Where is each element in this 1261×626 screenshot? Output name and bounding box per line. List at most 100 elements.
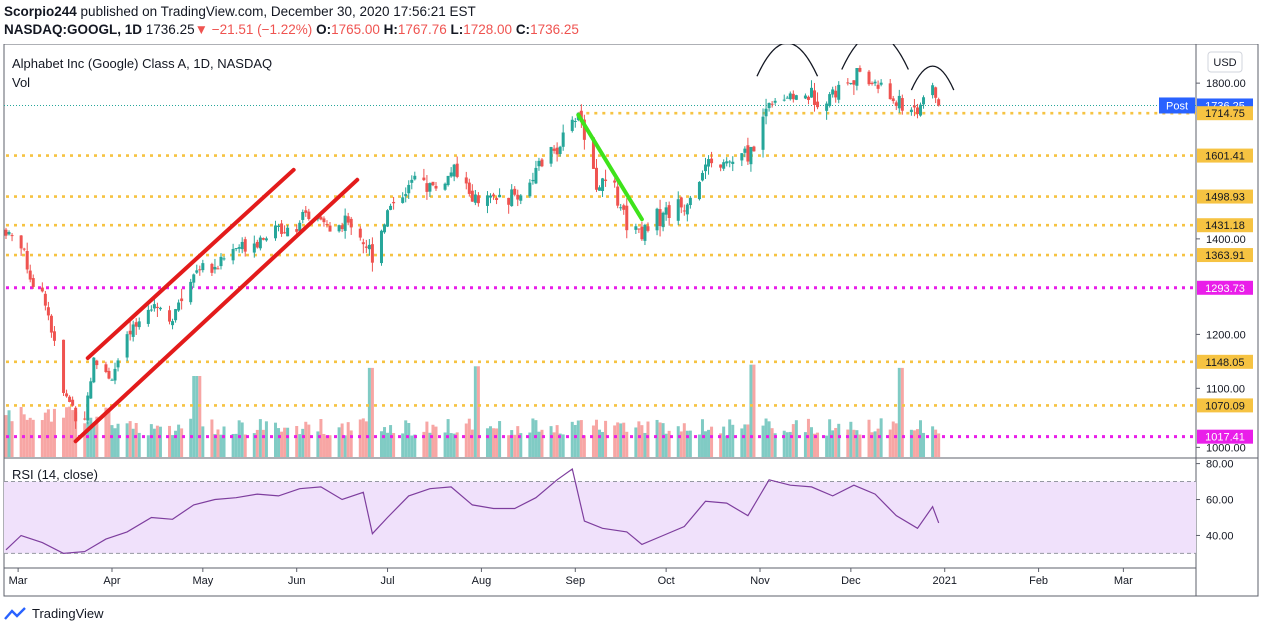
candle-body [803,95,807,99]
candle-body [46,307,50,316]
candle-body [443,183,447,190]
volume-bar [552,432,556,457]
volume-bar [413,434,417,457]
chart-title: Alphabet Inc (Google) Class A, 1D, NASDA… [12,56,272,71]
candle-body [322,218,326,223]
candle-body [452,164,456,177]
volume-bar [25,419,29,457]
volume-bar [283,427,287,457]
candle-body [831,89,835,95]
time-tick-label: Mar [9,575,28,587]
author-name[interactable]: Scorpio244 [4,4,77,19]
candle-body [340,225,344,230]
volume-bar [358,419,362,457]
candle-body [304,210,308,213]
volume-bar [837,423,841,457]
candle-body [813,90,817,105]
volume-bar [343,435,347,457]
volume-bar [888,429,892,457]
candle-body [370,244,374,263]
volume-bar [410,435,414,457]
candle-body [325,224,329,226]
symbol-label: NASDAQ:GOOGL, 1D [4,22,143,37]
candle-body [107,370,111,379]
volume-bar [158,426,162,457]
volume-bar [873,431,877,457]
candle-body [425,183,429,192]
candle-body [467,182,471,194]
support-resistance-levels [6,111,1196,439]
candle-body [516,194,520,200]
volume-bar [428,432,432,457]
volume-bar [52,408,56,457]
volume-bar [92,423,96,457]
candle-body [301,212,305,220]
volume-bar [697,434,701,457]
price-tag-label: 1148.05 [1206,357,1245,369]
volume-bar [867,419,871,457]
post-tag-bg [1159,97,1195,114]
tradingview-logo[interactable]: TradingView [4,606,104,621]
candle-body [825,103,829,111]
last-price: 1736.25 [145,22,195,37]
candle-body [473,194,477,203]
volume-bar [909,429,913,457]
volume-bar [146,435,150,457]
volume-bar [171,435,175,457]
volume-bar [931,426,935,457]
candle-body [252,243,256,253]
volume-bar [174,430,178,457]
candle-body [816,101,820,108]
volume-bar [534,420,538,457]
volume-bar [155,425,159,457]
candle-body [274,225,278,239]
candlesticks [4,65,941,429]
candle-body [498,194,502,198]
candle-body [507,197,511,205]
candle-body [549,146,553,164]
candle-body [428,183,432,192]
volume-bar [277,428,281,457]
volume-bar [731,424,735,457]
price-axis[interactable]: 1000.00 1100.00 1200.00 1400.00 1800.00 [1196,78,1246,454]
volume-bar [464,423,468,457]
change-down-icon: ▼ [194,22,208,37]
volume-bar [803,432,807,457]
volume-bar [746,424,750,457]
volume-bar [404,420,408,457]
time-tick-label: Apr [103,575,120,587]
volume-bar [389,425,393,457]
time-axis[interactable]: Mar Apr May Jun Jul Aug Sep Oct Nov Dec 2021 Feb Mar [9,568,1134,587]
volume-bar [134,422,138,457]
volume-bar [131,428,135,457]
head-shoulders-arc [841,44,909,70]
candle-body [116,360,120,368]
candle-body [788,93,792,100]
candle-body [83,418,87,420]
open-label: O: [316,22,332,37]
candle-body [192,274,196,283]
channel-trendline [73,177,360,444]
candle-body [74,407,78,422]
candle-body [643,224,647,241]
candle-body [534,167,538,184]
candle-body [561,132,565,147]
candle-body [513,188,517,195]
candle-body [52,331,56,341]
drawings[interactable] [73,44,955,444]
candle-body [319,216,323,220]
volume-bar [386,432,390,457]
price-tag-bg [1197,248,1253,263]
candle-body [740,153,744,161]
candle-body [655,208,659,231]
volume-bar [322,433,326,457]
volume-bar [813,433,817,457]
price-tag-bg [1197,429,1253,444]
candle-body [719,164,723,168]
currency-button[interactable]: USD [1207,51,1243,73]
price-tag-label: 1714.75 [1205,108,1245,120]
candle-body [722,162,726,169]
candle-body [703,164,707,172]
volume-bar [328,435,332,457]
